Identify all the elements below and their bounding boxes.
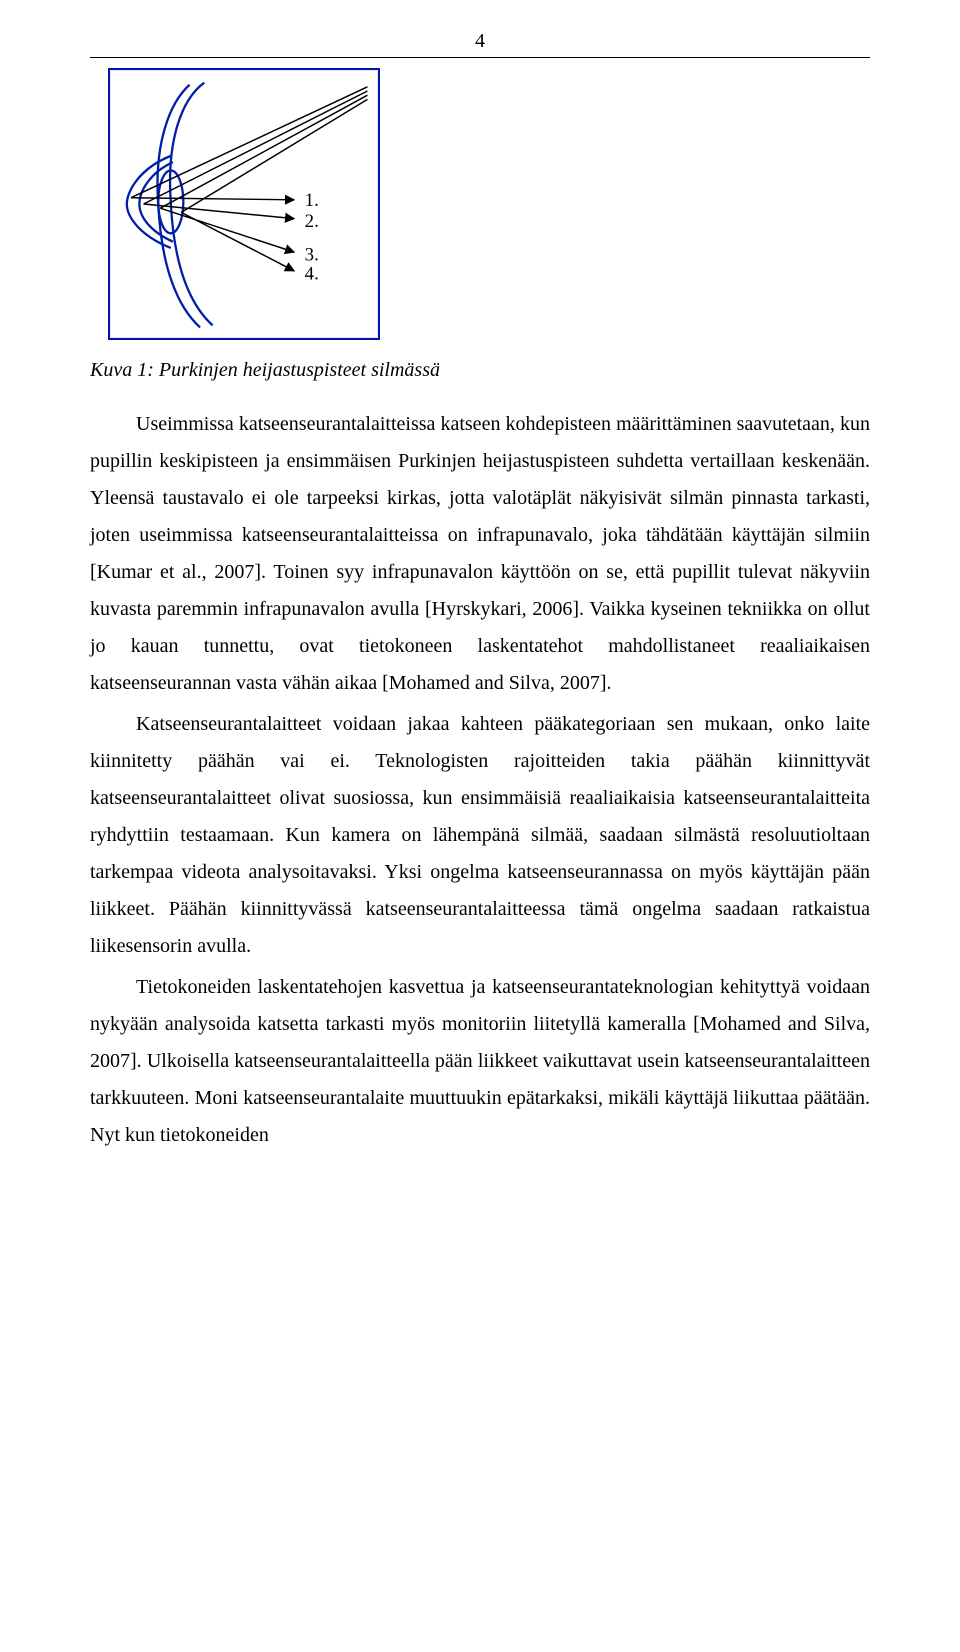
- figure-caption: Kuva 1: Purkinjen heijastuspisteet silmä…: [90, 359, 870, 382]
- ray-label-4: 4.: [305, 263, 319, 284]
- paragraph-3: Tietokoneiden laskentatehojen kasvettua …: [90, 969, 870, 1154]
- ray-label-2: 2.: [305, 211, 319, 232]
- paragraph-1: Useimmissa katseenseurantalaitteissa kat…: [90, 406, 870, 702]
- figure-frame: 1. 2. 3. 4.: [108, 68, 380, 345]
- paragraph-2: Katseenseurantalaitteet voidaan jakaa ka…: [90, 706, 870, 965]
- page: 4: [0, 0, 960, 1198]
- ray-label-1: 1.: [305, 190, 319, 211]
- figure-block: 1. 2. 3. 4. Kuva 1: Purkinjen heijastusp…: [90, 68, 870, 382]
- top-rule: [90, 57, 870, 58]
- purkinje-figure-svg: 1. 2. 3. 4.: [108, 68, 380, 340]
- page-number: 4: [90, 30, 870, 53]
- body-text: Useimmissa katseenseurantalaitteissa kat…: [90, 406, 870, 1154]
